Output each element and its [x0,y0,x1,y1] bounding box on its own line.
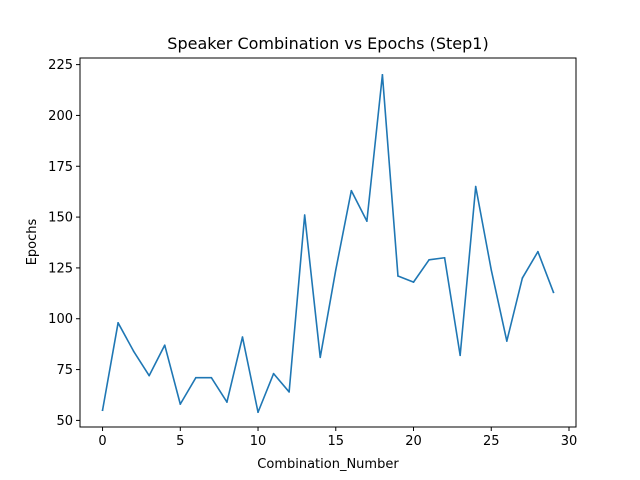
data-point [163,344,166,346]
data-point [226,401,228,403]
data-point [241,336,244,338]
data-point [506,340,508,342]
x-tick-label: 5 [176,434,184,449]
axis-ticks: 0 5 10 15 20 25 30 50 75 100 125 150 175 200 225 [48,58,577,449]
data-point [428,258,430,261]
data-point [272,372,275,375]
data-point [117,322,119,324]
y-tick-label: 125 [48,261,73,276]
data-point [521,277,524,279]
series-line [101,73,555,414]
data-point [334,269,337,271]
data-point [459,354,461,357]
data-point [443,256,446,259]
data-point [397,275,399,277]
data-point [474,185,477,188]
data-point [101,409,104,412]
data-point [148,374,150,377]
data-point [537,250,539,253]
plot-frame [79,57,577,428]
data-point [210,376,213,379]
data-point [490,269,493,271]
data-point [381,73,384,76]
y-tick-label: 100 [48,312,73,327]
y-tick-label: 175 [48,160,73,175]
x-tick-label: 10 [250,434,267,449]
data-point [288,391,290,393]
data-point [195,376,197,379]
x-axis-label: Combination_Number [257,457,399,472]
data-point [303,214,306,216]
y-tick-label: 150 [48,211,73,226]
data-point [319,356,322,359]
x-tick-label: 0 [98,434,106,449]
data-point [179,403,182,405]
data-point [257,411,259,414]
data-point [552,291,555,294]
data-point [132,350,135,353]
x-tick-label: 25 [483,434,500,449]
data-point [350,189,353,192]
y-tick-label: 50 [56,414,73,429]
plot-area [80,58,576,427]
series-points [101,73,555,414]
chart-title: Speaker Combination vs Epochs (Step1) [167,34,488,53]
y-tick-label: 75 [56,363,73,378]
y-tick-label: 200 [48,109,73,124]
data-point [412,281,415,283]
x-tick-label: 20 [405,434,422,449]
data-point [366,220,368,222]
y-tick-label: 225 [48,58,73,73]
x-tick-label: 15 [328,434,345,449]
x-tick-label: 30 [561,434,578,449]
y-axis-label: Epochs [25,218,40,265]
